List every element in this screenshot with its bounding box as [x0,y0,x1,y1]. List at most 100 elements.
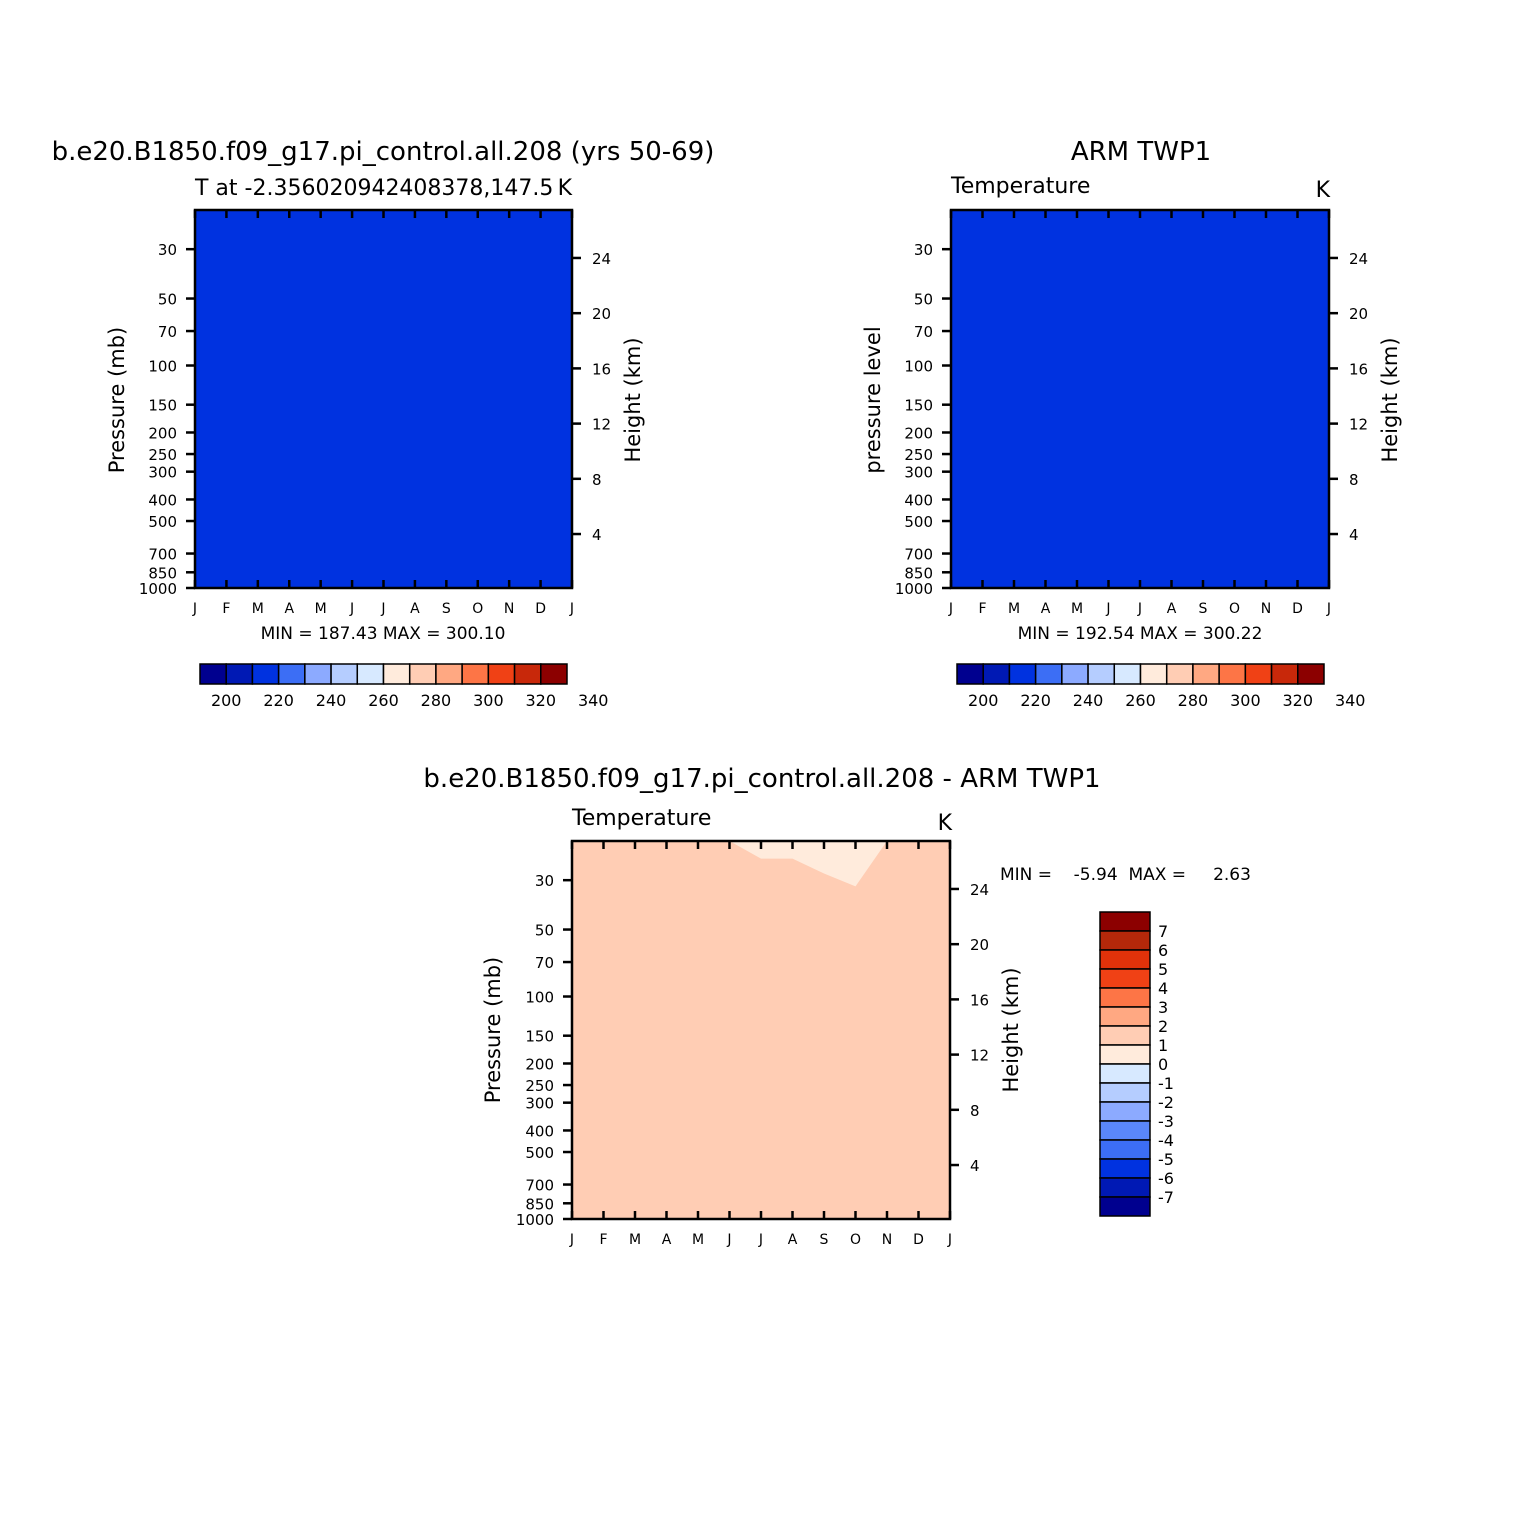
colorbar-box [225,663,254,685]
y-tick-label: 1000 [895,580,933,598]
colorbar-box [1099,1006,1151,1027]
colorbar-label: 280 [421,691,452,710]
panel-diff-y-label: Pressure (mb) [481,957,505,1104]
y-tick-label-right: 4 [592,526,602,544]
y-tick-label-right: 8 [970,1102,980,1120]
x-tick-label: J [380,601,385,617]
y-tick-label-right: 4 [970,1157,980,1175]
colorbar-box [1218,663,1247,685]
panel-model-title: b.e20.B1850.f09_g17.pi_control.all.208 (… [52,137,715,167]
x-tick-label: M [315,601,327,617]
y-tick-label: 400 [525,1122,554,1140]
x-tick-label: A [788,1232,798,1248]
y-tick-label: 700 [525,1177,554,1195]
colorbar-box [277,663,306,685]
y-tick-label: 200 [148,424,177,442]
panel-obs-y-label: pressure level [861,326,885,473]
colorbar-box [1034,663,1063,685]
colorbar-label: 220 [263,691,294,710]
y-tick-label: 70 [158,323,177,341]
y-tick-label-right: 16 [592,360,611,378]
x-tick-label: S [442,601,451,617]
y-tick-label-right: 12 [970,1047,989,1065]
x-tick-label: J [192,601,197,617]
y-tick-label: 1000 [139,580,177,598]
y-tick-label-right: 20 [1349,305,1368,323]
x-tick-label: J [726,1232,731,1248]
y-tick-label-right: 24 [592,250,611,268]
y-tick-label-right: 8 [592,471,602,489]
panel-model-y-label-right: Height (km) [621,337,645,462]
x-tick-label: J [569,1232,574,1248]
panel-model-colorbar: 200 220 240 260 280 300 320 340 [199,663,609,710]
colorbar-box [487,663,516,685]
panel-obs-colorbar: 200 220 240 260 280 300 320 340 [956,663,1366,710]
y-tick-label: 250 [525,1077,554,1095]
x-tick-label: J [1105,601,1110,617]
colorbar-box [1099,1196,1151,1217]
colorbar-box [1099,1063,1151,1084]
y-tick-label: 700 [904,546,933,564]
y-tick-label-right: 24 [970,881,989,899]
y-tick-label: 50 [158,291,177,309]
x-tick-label: A [410,601,420,617]
colorbar-label: -6 [1158,1169,1174,1188]
x-tick-label: S [1199,601,1208,617]
colorbar-label: 5 [1158,960,1168,979]
colorbar-label: 280 [1178,691,1209,710]
colorbar-box [435,663,463,685]
panel-model-y-label: Pressure (mb) [105,327,129,474]
y-tick-label: 850 [148,564,177,582]
contour-band [951,210,1329,588]
colorbar-label: 320 [526,691,557,710]
panel-obs-stats: MIN = 192.54 MAX = 300.22 [1018,624,1263,644]
y-tick-label: 200 [525,1055,554,1073]
x-tick-label: D [535,601,546,617]
panel-diff-title: b.e20.B1850.f09_g17.pi_control.all.208 -… [423,764,1100,794]
colorbar-label: 340 [1335,691,1366,710]
panel-obs-title: ARM TWP1 [1071,137,1211,167]
colorbar-box [1099,968,1151,989]
x-tick-label: N [504,601,514,617]
colorbar-box [1099,930,1151,951]
panel-model-stats: MIN = 187.43 MAX = 300.10 [261,624,506,644]
panel-diff-subtitle: Temperature [571,806,711,831]
x-tick-label: O [472,601,483,617]
x-tick-label: J [349,601,354,617]
colorbar-box [1087,663,1116,685]
x-tick-label: A [662,1232,672,1248]
panel-model-contour-field [195,210,572,588]
y-tick-label-right: 12 [1349,416,1368,434]
panel-diff-contour-field [572,841,950,1219]
y-tick-label: 100 [904,358,933,376]
y-tick-label: 30 [158,241,177,259]
y-tick-label-right: 16 [1349,360,1368,378]
panel-model: b.e20.B1850.f09_g17.pi_control.all.208 (… [52,137,715,710]
x-tick-label: O [850,1232,861,1248]
colorbar-box [1244,663,1273,685]
x-tick-label: J [1137,601,1142,617]
colorbar-box [1165,663,1194,685]
colorbar-box [1192,663,1220,685]
colorbar-label: 240 [316,691,347,710]
x-tick-label: M [1008,601,1020,617]
x-tick-label: J [948,601,953,617]
colorbar-box [1099,1044,1151,1065]
colorbar-label: 340 [578,691,609,710]
colorbar-box [1099,911,1151,932]
y-tick-label: 200 [904,424,933,442]
x-tick-label: A [284,601,294,617]
x-tick-label: M [1071,601,1083,617]
panel-obs-contour-field [951,210,1329,588]
panel-diff-units: K [938,811,953,836]
colorbar-label: -2 [1158,1093,1174,1112]
colorbar-label: 6 [1158,941,1168,960]
colorbar-label: 320 [1283,691,1314,710]
colorbar-box [1061,663,1089,685]
colorbar-box [1297,663,1325,685]
y-tick-label: 250 [148,446,177,464]
colorbar-box [1099,1177,1151,1198]
colorbar-label: 300 [1230,691,1261,710]
